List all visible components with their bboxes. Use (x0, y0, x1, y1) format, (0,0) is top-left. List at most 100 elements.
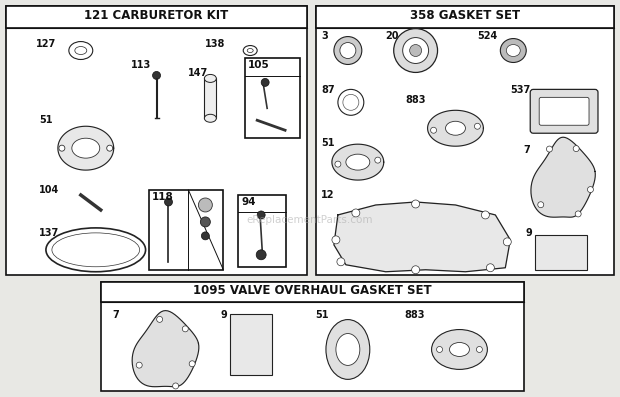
Bar (230, 314, 272, 376)
Ellipse shape (200, 217, 210, 227)
Ellipse shape (474, 123, 480, 129)
Bar (535, 235, 587, 270)
Ellipse shape (72, 138, 100, 158)
Text: 20: 20 (386, 31, 399, 40)
Text: 104: 104 (39, 185, 59, 195)
Text: 883: 883 (405, 95, 426, 105)
Text: 3: 3 (321, 31, 328, 40)
Bar (100, 282, 525, 391)
Ellipse shape (202, 232, 210, 240)
Text: 358 GASKET SET: 358 GASKET SET (410, 9, 520, 22)
Ellipse shape (503, 238, 512, 246)
Text: 113: 113 (131, 60, 151, 71)
FancyBboxPatch shape (539, 97, 589, 125)
Ellipse shape (412, 200, 420, 208)
Ellipse shape (486, 264, 494, 272)
Text: 105: 105 (248, 60, 270, 71)
Ellipse shape (546, 146, 552, 152)
Ellipse shape (198, 198, 212, 212)
Ellipse shape (402, 38, 428, 64)
Ellipse shape (575, 211, 581, 217)
Bar (100, 282, 525, 302)
Text: 524: 524 (477, 31, 498, 40)
Text: 87: 87 (321, 85, 335, 95)
Ellipse shape (247, 48, 253, 52)
Ellipse shape (340, 42, 356, 58)
Ellipse shape (153, 71, 161, 79)
Text: 137: 137 (39, 228, 59, 238)
Ellipse shape (136, 362, 142, 368)
Ellipse shape (205, 74, 216, 83)
Text: 94: 94 (241, 197, 255, 207)
Ellipse shape (374, 157, 381, 163)
Ellipse shape (394, 29, 438, 72)
Ellipse shape (261, 79, 269, 87)
Ellipse shape (500, 39, 526, 62)
Bar (6, 6, 307, 275)
Ellipse shape (205, 114, 216, 122)
Bar (246, 58, 300, 138)
Ellipse shape (352, 209, 360, 217)
Ellipse shape (107, 145, 113, 151)
Ellipse shape (52, 233, 140, 267)
Ellipse shape (336, 333, 360, 365)
Text: 147: 147 (188, 68, 209, 79)
Ellipse shape (59, 145, 65, 151)
Text: 121 CARBURETOR KIT: 121 CARBURETOR KIT (84, 9, 229, 22)
Polygon shape (58, 126, 113, 170)
Text: 138: 138 (205, 39, 226, 48)
Text: 9: 9 (220, 310, 227, 320)
Bar (149, 190, 223, 270)
Ellipse shape (446, 121, 466, 135)
Ellipse shape (574, 146, 579, 152)
Ellipse shape (346, 154, 370, 170)
Ellipse shape (332, 236, 340, 244)
FancyBboxPatch shape (530, 89, 598, 133)
Ellipse shape (75, 46, 87, 54)
Ellipse shape (334, 37, 362, 64)
Ellipse shape (172, 383, 179, 389)
Ellipse shape (481, 211, 489, 219)
Ellipse shape (588, 187, 593, 193)
Text: 1095 VALVE OVERHAUL GASKET SET: 1095 VALVE OVERHAUL GASKET SET (193, 284, 432, 297)
Ellipse shape (189, 361, 195, 367)
Ellipse shape (507, 44, 520, 56)
Ellipse shape (538, 202, 544, 208)
Bar (238, 195, 286, 267)
Ellipse shape (182, 326, 188, 332)
Ellipse shape (157, 316, 162, 322)
Text: 51: 51 (315, 310, 329, 320)
Polygon shape (428, 110, 484, 146)
Text: 9: 9 (525, 228, 532, 238)
Text: eReplacementParts.com: eReplacementParts.com (247, 215, 373, 225)
Ellipse shape (436, 347, 443, 353)
Ellipse shape (257, 211, 265, 219)
Polygon shape (531, 137, 595, 217)
Text: 12: 12 (321, 190, 334, 200)
Text: 7: 7 (523, 145, 530, 155)
Ellipse shape (476, 347, 482, 353)
Polygon shape (132, 310, 199, 387)
Text: 537: 537 (510, 85, 531, 95)
Text: 51: 51 (39, 115, 53, 125)
Text: 51: 51 (321, 138, 334, 148)
Polygon shape (334, 202, 510, 272)
Ellipse shape (326, 320, 370, 380)
Polygon shape (332, 144, 384, 180)
Bar (316, 6, 614, 28)
Ellipse shape (410, 44, 422, 56)
Ellipse shape (337, 258, 345, 266)
Ellipse shape (335, 161, 341, 167)
Ellipse shape (432, 330, 487, 369)
Ellipse shape (450, 343, 469, 357)
Text: 118: 118 (151, 192, 174, 202)
Bar (205, 79, 216, 118)
Ellipse shape (412, 266, 420, 274)
Text: 7: 7 (113, 310, 120, 320)
Bar (6, 6, 307, 28)
Text: 883: 883 (405, 310, 425, 320)
Ellipse shape (430, 127, 436, 133)
Text: 127: 127 (36, 39, 56, 48)
Ellipse shape (164, 198, 172, 206)
Ellipse shape (256, 250, 266, 260)
